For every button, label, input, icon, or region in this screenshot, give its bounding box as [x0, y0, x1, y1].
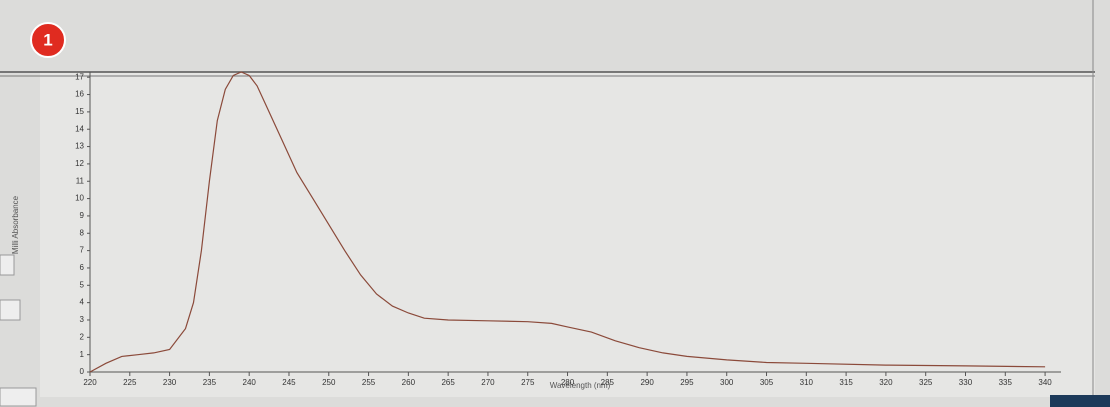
x-tick-label: 290	[640, 378, 654, 387]
y-tick-label: 8	[80, 228, 85, 237]
y-tick-label: 13	[75, 142, 84, 151]
y-tick-label: 14	[75, 124, 84, 133]
y-tick-label: 15	[75, 107, 84, 116]
x-tick-label: 240	[243, 378, 257, 387]
taskbar	[1050, 395, 1110, 407]
line	[89, 71, 1046, 373]
y-tick-label: 16	[75, 90, 84, 99]
y-axis-label: Milli Absorbance	[11, 195, 20, 254]
plot-area	[40, 72, 1095, 397]
y-tick-label: 3	[80, 315, 85, 324]
x-tick-label: 320	[879, 378, 893, 387]
x-tick-label: 275	[521, 378, 535, 387]
x-tick-label: 220	[83, 378, 97, 387]
y-tick-label: 17	[75, 72, 84, 81]
y-tick-label: 9	[80, 211, 85, 220]
x-tick-label: 255	[362, 378, 376, 387]
y-tick-label: 4	[80, 298, 85, 307]
x-tick-label: 330	[959, 378, 973, 387]
badge-label: 1	[43, 30, 52, 49]
x-tick-label: 335	[999, 378, 1013, 387]
y-tick-label: 5	[80, 280, 85, 289]
x-tick-label: 280	[561, 378, 575, 387]
x-tick-label: 225	[123, 378, 137, 387]
y-tick-label: 6	[80, 263, 85, 272]
y-tick-label: 0	[80, 367, 85, 376]
x-tick-label: 310	[800, 378, 814, 387]
x-tick-label: 230	[163, 378, 177, 387]
side-control[interactable]	[0, 254, 15, 276]
y-tick-label: 10	[75, 194, 84, 203]
x-tick-label: 260	[402, 378, 416, 387]
badge	[30, 22, 66, 58]
x-tick-label: 245	[282, 378, 296, 387]
x-tick-label: 285	[601, 378, 615, 387]
y-tick-label: 2	[80, 332, 85, 341]
x-tick-label: 235	[203, 378, 217, 387]
x-tick-label: 325	[919, 378, 933, 387]
x-tick-label: 305	[760, 378, 774, 387]
side-control[interactable]	[0, 299, 21, 321]
x-tick-label: 265	[441, 378, 455, 387]
y-tick-label: 7	[80, 246, 85, 255]
y-tick-label: 12	[75, 159, 84, 168]
x-axis-label: Wavelength (nm)	[550, 381, 611, 390]
y-tick-label: 11	[76, 176, 85, 185]
x-tick-label: 300	[720, 378, 734, 387]
y-tick-label: 1	[80, 350, 85, 359]
side-control[interactable]	[0, 387, 37, 407]
x-tick-label: 315	[839, 378, 853, 387]
x-tick-label: 340	[1038, 378, 1052, 387]
x-tick-label: 295	[680, 378, 694, 387]
x-tick-label: 270	[481, 378, 495, 387]
x-tick-label: 250	[322, 378, 336, 387]
